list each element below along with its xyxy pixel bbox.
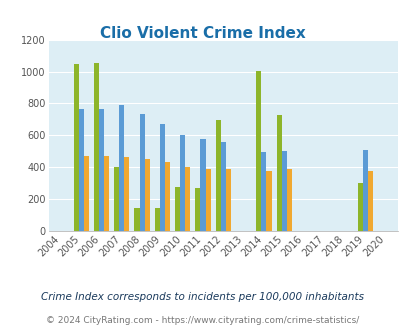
Bar <box>175 187 180 231</box>
Bar <box>367 171 372 231</box>
Text: © 2024 CityRating.com - https://www.cityrating.com/crime-statistics/: © 2024 CityRating.com - https://www.city… <box>46 315 359 325</box>
Bar <box>266 171 271 231</box>
Bar <box>215 120 220 231</box>
Bar <box>139 114 144 231</box>
Bar <box>134 208 139 231</box>
Bar <box>154 208 160 231</box>
Bar <box>362 150 367 231</box>
Bar <box>144 159 149 231</box>
Bar <box>73 63 79 231</box>
Bar <box>281 151 286 231</box>
Bar <box>99 109 104 231</box>
Bar <box>276 115 281 231</box>
Text: Clio Violent Crime Index: Clio Violent Crime Index <box>100 26 305 41</box>
Bar <box>220 143 225 231</box>
Bar <box>119 105 124 231</box>
Bar <box>225 169 230 231</box>
Bar <box>357 183 362 231</box>
Bar <box>94 63 99 231</box>
Bar <box>79 109 83 231</box>
Bar <box>195 188 200 231</box>
Bar <box>185 167 190 231</box>
Bar <box>83 156 89 231</box>
Bar <box>261 152 266 231</box>
Bar <box>160 124 164 231</box>
Bar <box>256 71 261 231</box>
Text: Crime Index corresponds to incidents per 100,000 inhabitants: Crime Index corresponds to incidents per… <box>41 292 364 302</box>
Bar <box>104 156 109 231</box>
Bar <box>180 135 185 231</box>
Bar <box>205 169 210 231</box>
Bar <box>124 157 129 231</box>
Bar <box>164 162 170 231</box>
Bar <box>286 169 291 231</box>
Bar <box>200 139 205 231</box>
Bar <box>114 167 119 231</box>
